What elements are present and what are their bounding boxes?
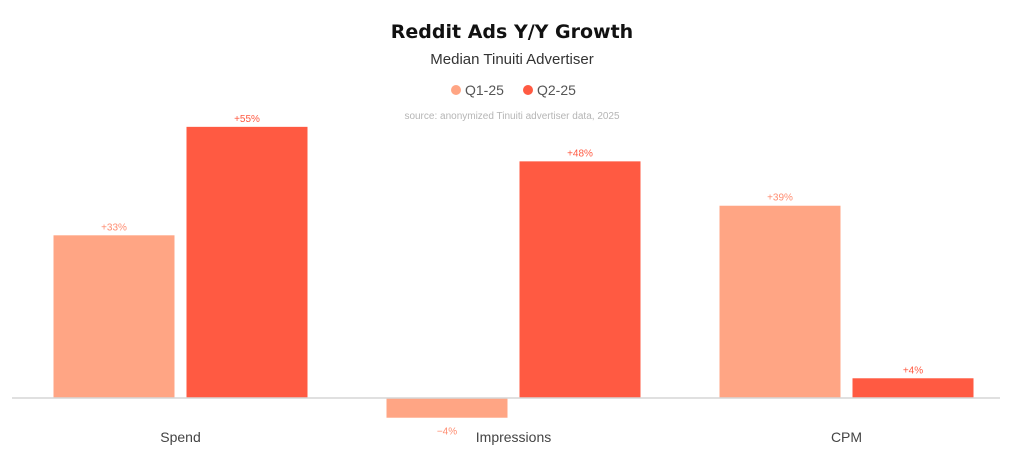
- bar-impressions-q1-25: [386, 398, 508, 418]
- data-label: −4%: [437, 427, 457, 438]
- source-note: source: anonymized Tinuiti advertiser da…: [404, 111, 620, 122]
- bar-spend-q2-25: [186, 126, 308, 398]
- data-label: +48%: [567, 148, 593, 159]
- x-axis-ticks: Spend Impressions CPM: [160, 429, 862, 445]
- legend: Q1-25 Q2-25: [451, 82, 576, 98]
- bar-cpm-q2-25: [852, 378, 974, 398]
- bar-spend-q1-25: [53, 235, 175, 398]
- legend-label-q2: Q2-25: [537, 82, 576, 98]
- data-label: +4%: [903, 365, 923, 376]
- legend-marker-q2: [523, 85, 533, 95]
- bar-impressions-q2-25: [519, 161, 641, 398]
- chart-title: Reddit Ads Y/Y Growth: [391, 21, 633, 43]
- x-tick-label: Impressions: [476, 429, 551, 445]
- legend-marker-q1: [451, 85, 461, 95]
- bars: +33% +55% −4% +48% +39% +4%: [53, 114, 974, 438]
- x-tick-label: CPM: [831, 429, 862, 445]
- x-tick-label: Spend: [160, 429, 200, 445]
- data-label: +39%: [767, 193, 793, 204]
- data-label: +33%: [101, 222, 127, 233]
- legend-label-q1: Q1-25: [465, 82, 504, 98]
- bar-cpm-q1-25: [719, 205, 841, 398]
- chart-subtitle: Median Tinuiti Advertiser: [430, 51, 593, 68]
- data-label: +55%: [234, 114, 260, 125]
